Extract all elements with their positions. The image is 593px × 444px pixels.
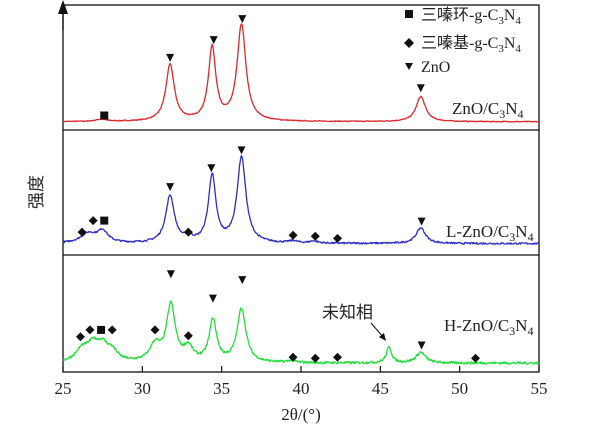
marker-diamond-1-5 [310, 231, 320, 241]
marker-triangle-down-1-8 [207, 164, 216, 173]
legend-diamond-marker [404, 38, 414, 48]
legend-label-zno: ZnO [421, 59, 450, 76]
marker-diamond-1-6 [332, 233, 342, 243]
marker-diamond-1-1 [88, 216, 98, 226]
marker-diamond-1-3 [183, 227, 193, 237]
marker-diamond-2-3 [107, 325, 117, 335]
marker-diamond-2-8 [332, 352, 342, 362]
x-axis-title: 2θ/(°) [281, 405, 321, 424]
annotation-unknown-phase: 未知相 [322, 303, 373, 322]
panel-label-zno-c3n4: ZnO/C3N4 [452, 99, 524, 121]
marker-diamond-2-9 [471, 353, 481, 363]
marker-diamond-1-4 [288, 230, 298, 240]
x-tick-label-55: 55 [531, 379, 548, 398]
marker-layer [75, 15, 481, 363]
annotation-arrow-head [379, 333, 386, 341]
x-axis-tick-labels: 25 30 35 40 45 50 55 [55, 379, 548, 398]
marker-triangle-down-0-2 [209, 36, 218, 45]
x-tick-label-45: 45 [372, 379, 389, 398]
y-axis-title: 强度 [27, 175, 46, 209]
marker-diamond-2-6 [288, 352, 298, 362]
marker-triangle-down-2-12 [238, 276, 247, 285]
marker-diamond-2-1 [85, 325, 95, 335]
marker-triangle-down-2-13 [417, 341, 426, 350]
marker-square-2-2 [97, 325, 106, 334]
marker-diamond-2-4 [150, 325, 160, 335]
marker-triangle-down-2-10 [166, 270, 175, 279]
marker-triangle-down-1-9 [237, 146, 246, 155]
legend-label-triazine-base: 三嗪基-g-C3N4 [421, 34, 521, 55]
marker-triangle-down-2-11 [208, 294, 217, 303]
marker-triangle-down-1-10 [417, 217, 426, 226]
legend-label-triazine-ring: 三嗪环-g-C3N4 [421, 6, 521, 27]
legend: 三嗪环-g-C3N4 三嗪基-g-C3N4 ZnO [404, 6, 521, 76]
marker-diamond-1-0 [77, 227, 87, 237]
marker-square-0-0 [100, 111, 109, 120]
x-tick-label-35: 35 [213, 379, 230, 398]
panel-label-h-zno-c3n4: H-ZnO/C3N4 [444, 316, 533, 338]
x-tick-label-30: 30 [134, 379, 151, 398]
marker-diamond-2-0 [75, 332, 85, 342]
series-line-0 [62, 23, 540, 123]
panel-label-l-zno-c3n4: L-ZnO/C3N4 [446, 222, 534, 244]
x-axis-ticks [62, 366, 540, 372]
x-tick-label-25: 25 [55, 379, 72, 398]
y-axis-arrow-head [58, 0, 68, 14]
marker-diamond-2-5 [183, 331, 193, 341]
x-tick-label-50: 50 [451, 379, 468, 398]
marker-square-1-2 [100, 216, 109, 225]
marker-triangle-down-0-3 [238, 15, 247, 24]
legend-triangle-marker [405, 63, 413, 70]
x-tick-label-40: 40 [293, 379, 310, 398]
marker-triangle-down-1-7 [166, 183, 175, 192]
legend-square-marker [405, 10, 413, 18]
marker-triangle-down-0-1 [166, 53, 175, 62]
series-layer [62, 23, 540, 365]
marker-triangle-down-0-4 [416, 84, 425, 93]
marker-diamond-2-7 [310, 353, 320, 363]
series-line-2 [62, 300, 540, 365]
series-line-1 [62, 155, 540, 245]
